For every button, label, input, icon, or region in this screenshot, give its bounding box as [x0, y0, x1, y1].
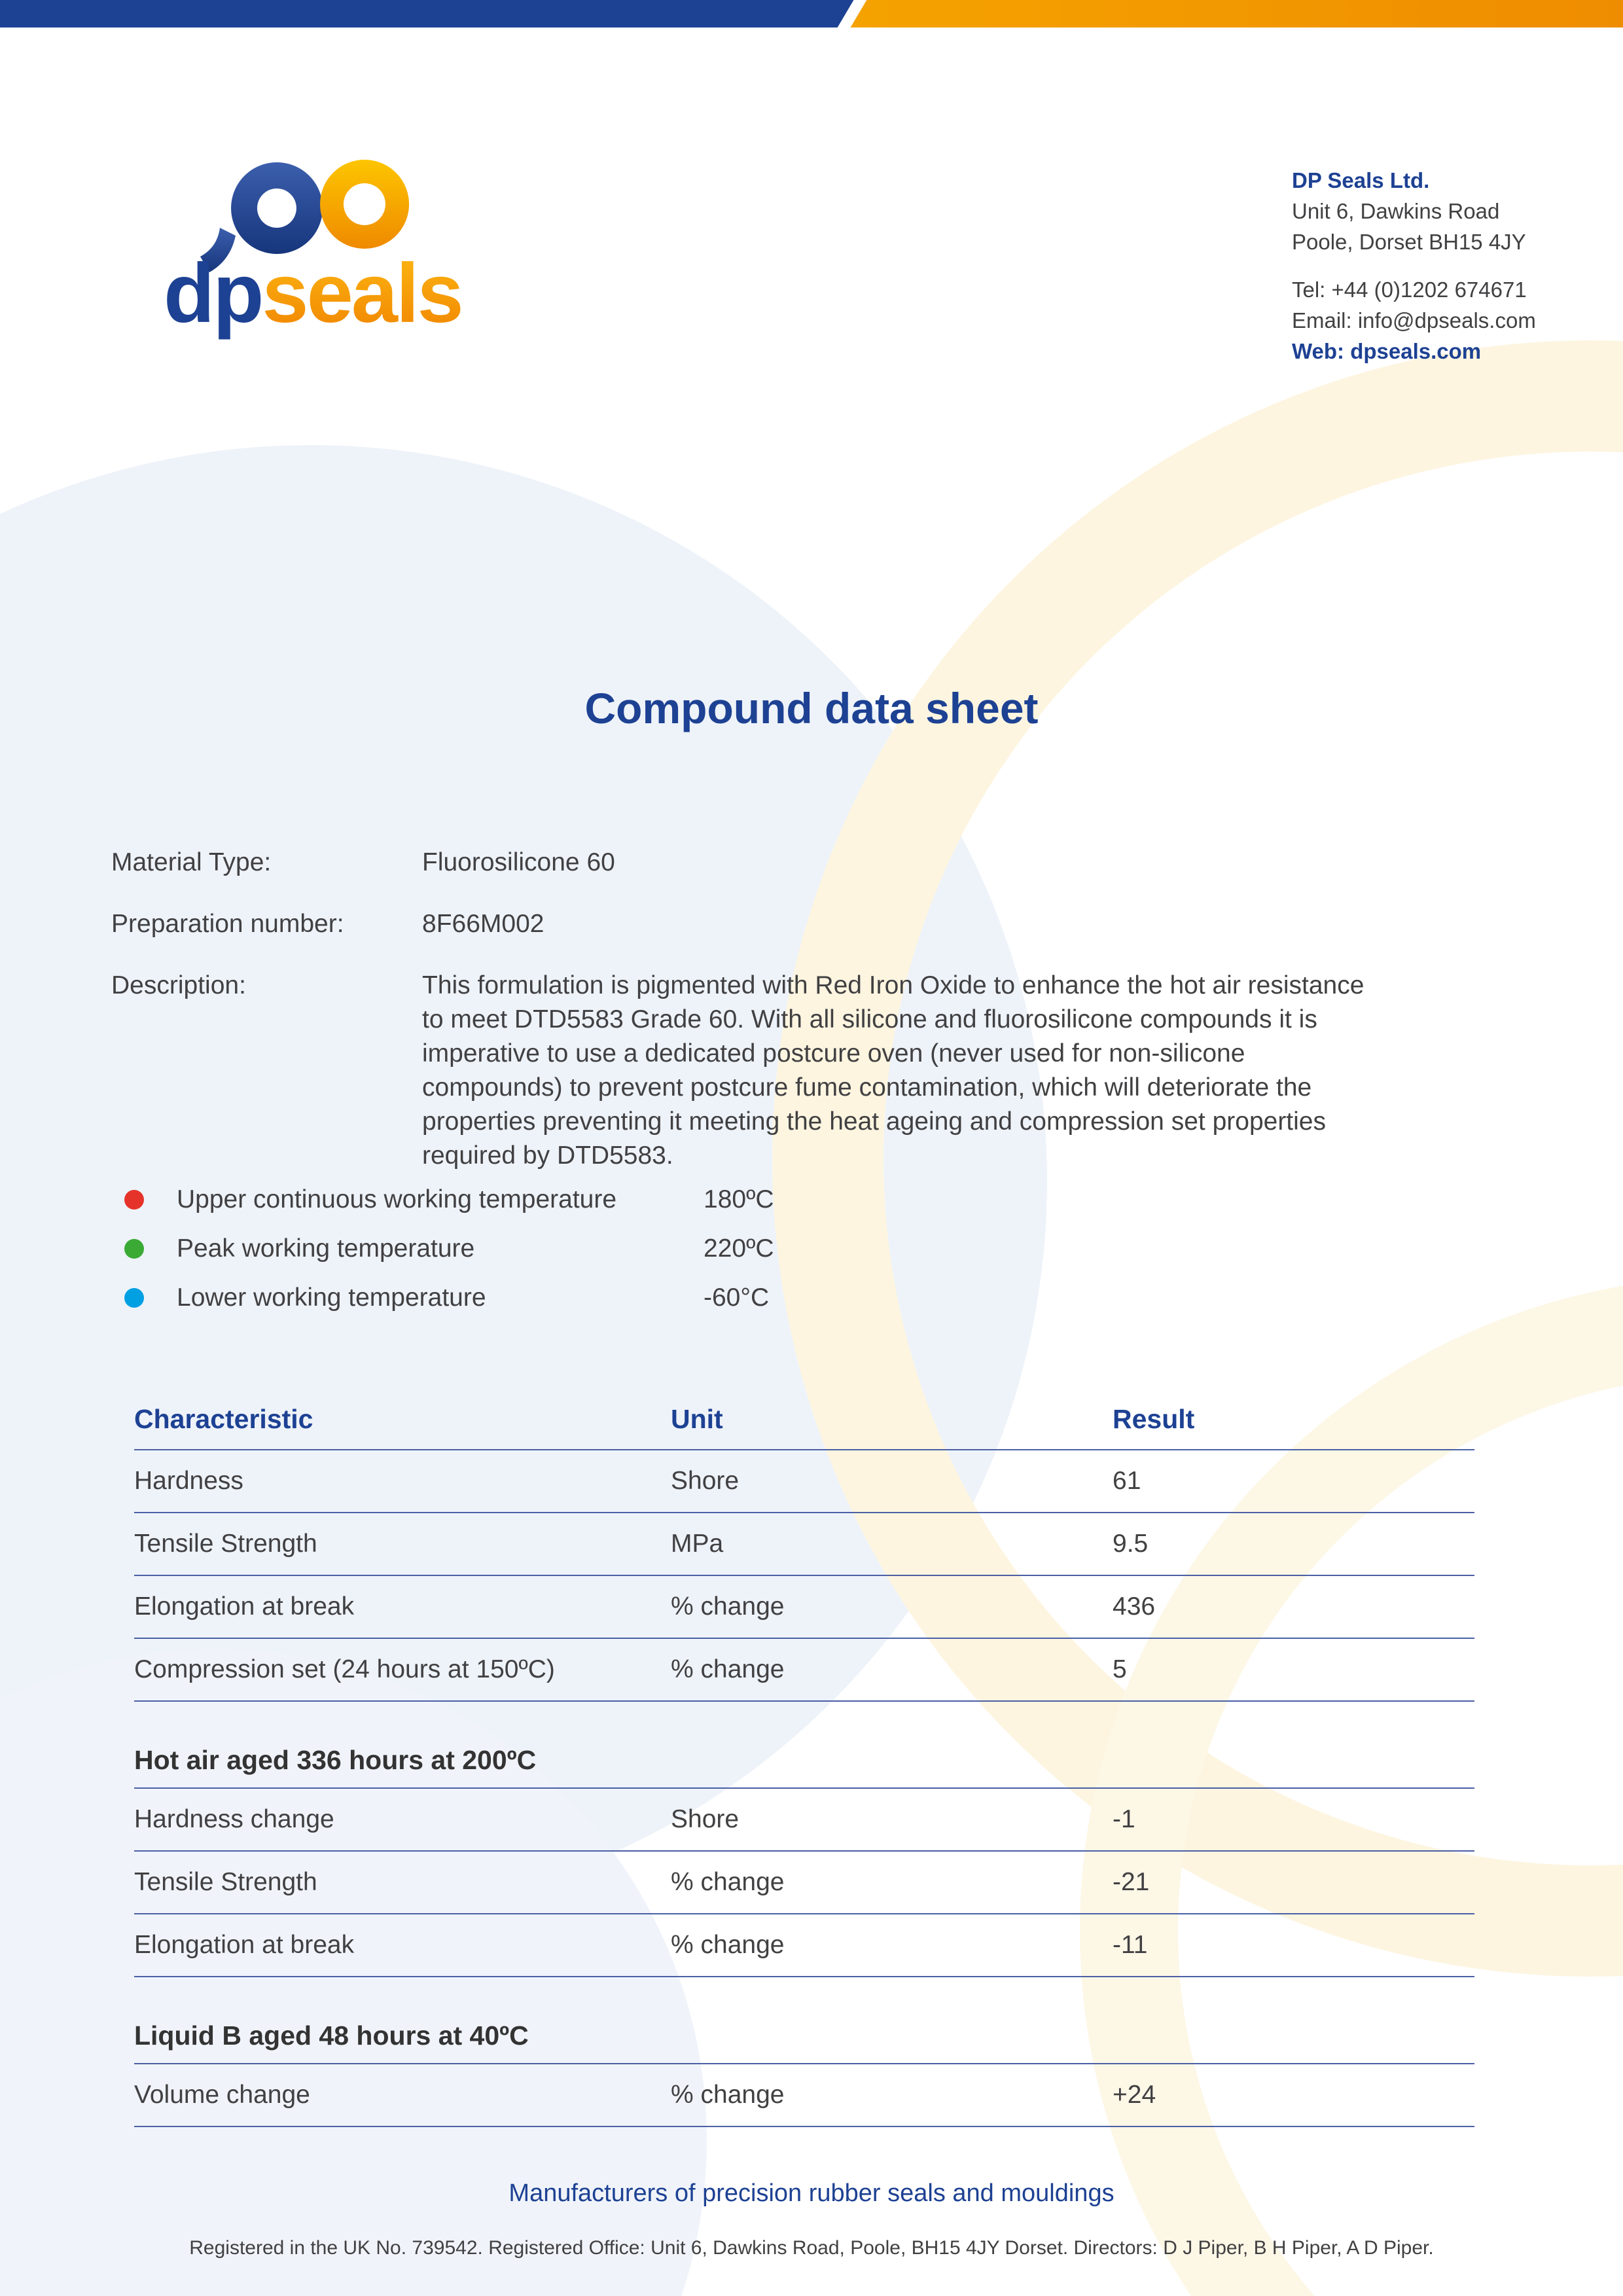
- table-row: Elongation at break % change 436: [134, 1576, 1474, 1639]
- description-text: This formulation is pigmented with Red I…: [422, 971, 1364, 1170]
- cell-unit: % change: [671, 1655, 785, 1683]
- red-bullet-icon: [124, 1190, 144, 1210]
- cell-unit: Shore: [671, 1467, 740, 1495]
- document-header: dpseals DP Seals Ltd. Unit 6, Dawkins Ro…: [164, 157, 1554, 367]
- preparation-number-label: Preparation number:: [111, 910, 344, 938]
- logo-text-dp: dp: [164, 247, 264, 340]
- cell-result: 5: [1113, 1655, 1127, 1683]
- preparation-number-value: 8F66M002: [422, 910, 544, 938]
- temperature-label: Upper continuous working temperature: [177, 1185, 617, 1213]
- footer-registration: Registered in the UK No. 739542. Registe…: [189, 2237, 1434, 2259]
- footer-tagline: Manufacturers of precision rubber seals …: [508, 2179, 1115, 2207]
- green-bullet-icon: [124, 1239, 144, 1259]
- phone-number: Tel: +44 (0)1202 674671: [1292, 278, 1527, 302]
- cell-result: +24: [1113, 2081, 1156, 2109]
- cell-characteristic: Elongation at break: [134, 1931, 355, 1959]
- cell-unit: % change: [671, 2081, 785, 2109]
- cell-unit: % change: [671, 1931, 785, 1959]
- column-header-characteristic: Characteristic: [134, 1404, 313, 1434]
- top-bar-blue-segment: [0, 0, 854, 27]
- material-type-value: Fluorosilicone 60: [422, 848, 615, 876]
- temperature-label: Peak working temperature: [177, 1234, 475, 1263]
- cell-characteristic: Elongation at break: [134, 1592, 355, 1621]
- list-item: Peak working temperature 220ºC: [124, 1234, 834, 1263]
- top-bar: [0, 0, 1623, 27]
- cell-unit: % change: [671, 1868, 785, 1896]
- column-header-result: Result: [1113, 1404, 1195, 1434]
- logo-wordmark: dpseals: [164, 252, 569, 336]
- page-title: Compound data sheet: [584, 684, 1039, 733]
- blue-bullet-icon: [124, 1288, 144, 1308]
- table-row: Hardness change Shore -1: [134, 1789, 1474, 1852]
- column-header-unit: Unit: [671, 1404, 723, 1434]
- email-address: Email: info@dpseals.com: [1292, 308, 1536, 332]
- address-line-2: Poole, Dorset BH15 4JY: [1292, 230, 1526, 254]
- table-row: Volume change % change +24: [134, 2064, 1474, 2127]
- material-type-label: Material Type:: [111, 848, 272, 876]
- temperature-value: 220ºC: [704, 1234, 774, 1263]
- table-row: Tensile Strength % change -21: [134, 1852, 1474, 1914]
- company-name: DP Seals Ltd.: [1292, 168, 1430, 192]
- cell-characteristic: Compression set (24 hours at 150ºC): [134, 1655, 555, 1683]
- list-item: Upper continuous working temperature 180…: [124, 1185, 834, 1213]
- temperature-value: 180ºC: [704, 1185, 774, 1213]
- cell-characteristic: Tensile Strength: [134, 1530, 317, 1558]
- cell-result: 61: [1113, 1467, 1141, 1495]
- cell-characteristic: Hardness: [134, 1467, 243, 1495]
- temperature-label: Lower working temperature: [177, 1283, 486, 1312]
- contact-spacer: [1292, 257, 1554, 274]
- list-item: Lower working temperature -60°C: [124, 1283, 834, 1312]
- logo-text-seals: seals: [262, 247, 463, 340]
- website-url: Web: dpseals.com: [1292, 339, 1482, 363]
- table-row: Elongation at break % change -11: [134, 1914, 1474, 1977]
- cell-result: -21: [1113, 1868, 1150, 1896]
- material-info: Material Type: Fluorosilicone 60 Prepara…: [111, 846, 1394, 1173]
- table-row: Tensile Strength MPa 9.5: [134, 1513, 1474, 1576]
- cell-unit: Shore: [671, 1805, 740, 1833]
- cell-unit: MPa: [671, 1530, 724, 1558]
- table-header-row: Characteristic Unit Result: [134, 1382, 1474, 1450]
- temperature-value: -60°C: [704, 1283, 770, 1312]
- cell-result: -11: [1113, 1931, 1148, 1959]
- cell-unit: % change: [671, 1592, 785, 1621]
- cell-result: -1: [1113, 1805, 1135, 1833]
- dpseals-logo-icon: [200, 160, 410, 272]
- top-bar-gold-segment: [850, 0, 1623, 27]
- contact-block: DP Seals Ltd. Unit 6, Dawkins Road Poole…: [1292, 157, 1554, 367]
- cell-characteristic: Tensile Strength: [134, 1868, 317, 1896]
- cell-characteristic: Hardness change: [134, 1805, 334, 1833]
- address-line-1: Unit 6, Dawkins Road: [1292, 199, 1500, 223]
- cell-result: 436: [1113, 1592, 1156, 1621]
- table-row: Hardness Shore 61: [134, 1450, 1474, 1513]
- cell-characteristic: Volume change: [134, 2081, 310, 2109]
- cell-result: 9.5: [1113, 1530, 1149, 1558]
- company-logo: dpseals: [164, 157, 569, 336]
- table-row: Compression set (24 hours at 150ºC) % ch…: [134, 1639, 1474, 1702]
- table-section-title: Hot air aged 336 hours at 200ºC: [134, 1745, 1474, 1789]
- table-section-title: Liquid B aged 48 hours at 40ºC: [134, 2020, 1474, 2064]
- description-label: Description:: [111, 971, 246, 999]
- temperature-list: Upper continuous working temperature 180…: [124, 1185, 834, 1333]
- characteristics-table: Characteristic Unit Result Hardness Shor…: [134, 1382, 1474, 2127]
